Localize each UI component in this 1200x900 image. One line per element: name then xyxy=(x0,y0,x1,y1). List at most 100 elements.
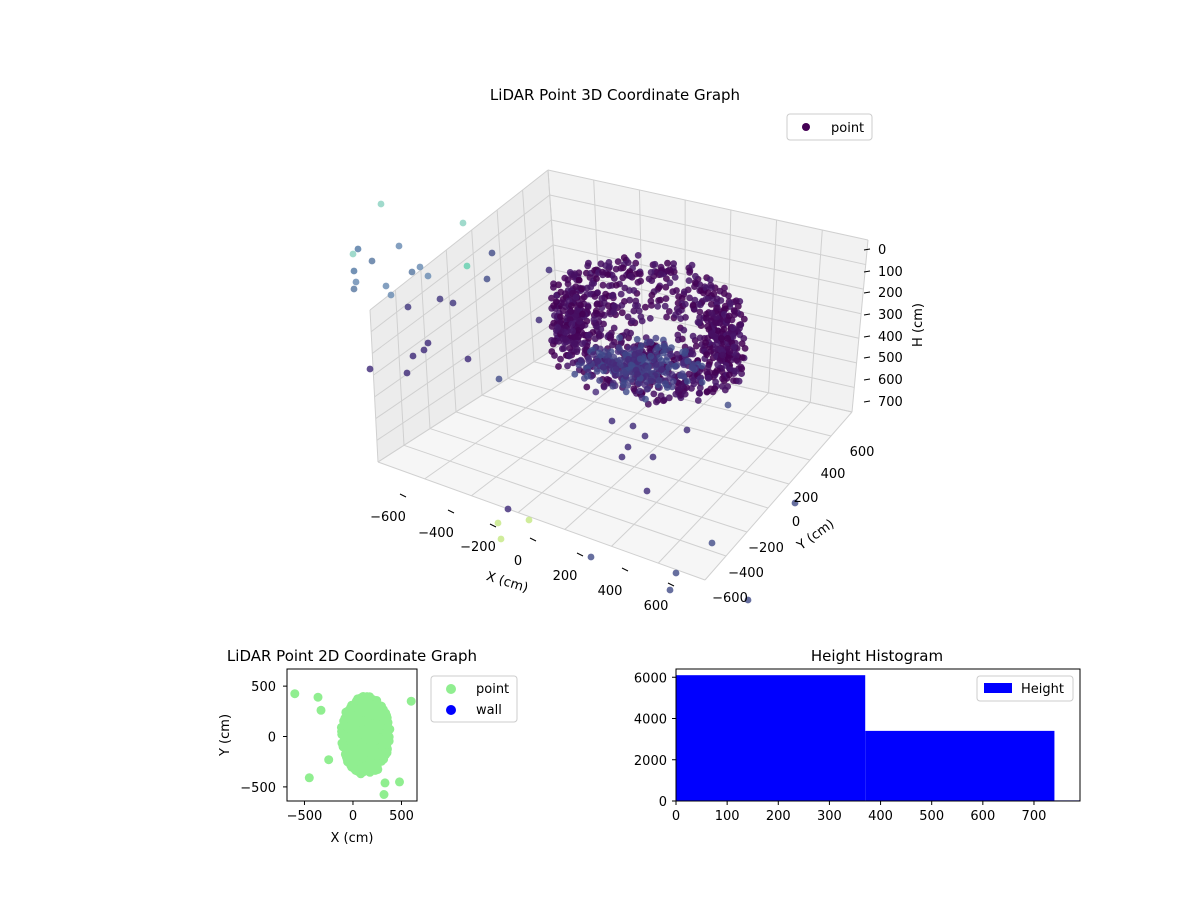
z-tick xyxy=(863,270,871,273)
data-point xyxy=(674,331,682,339)
grid-line xyxy=(429,428,748,533)
data-point xyxy=(654,303,662,310)
data-point xyxy=(720,325,728,333)
x-tick-label: 600 xyxy=(970,809,995,824)
data-point xyxy=(374,721,384,731)
data-point xyxy=(575,333,582,341)
point-cloud-2d xyxy=(290,689,416,799)
data-point xyxy=(420,346,428,354)
grid-line xyxy=(611,392,769,547)
scatter3d-points xyxy=(349,200,799,604)
grid-line xyxy=(445,249,457,412)
data-point xyxy=(352,278,360,286)
data-point xyxy=(711,369,719,376)
data-point xyxy=(483,275,491,283)
y-tick-label: 500 xyxy=(251,680,276,695)
data-point xyxy=(576,317,583,325)
data-point xyxy=(664,267,671,275)
data-point xyxy=(584,372,591,380)
data-point xyxy=(727,300,734,307)
y-tick-label: 4000 xyxy=(634,713,667,728)
data-point xyxy=(662,380,669,388)
data-point xyxy=(594,300,601,307)
data-point xyxy=(636,355,644,363)
data-point xyxy=(669,378,677,385)
data-point xyxy=(342,722,352,732)
data-point xyxy=(636,387,644,395)
data-point xyxy=(436,295,444,303)
data-point xyxy=(718,383,726,390)
data-point xyxy=(564,276,572,284)
data-point xyxy=(712,319,719,326)
data-point xyxy=(568,320,576,328)
data-point xyxy=(591,293,599,300)
data-point xyxy=(637,277,644,285)
data-point xyxy=(351,716,361,726)
y-tick-label: 6000 xyxy=(634,671,667,686)
data-point xyxy=(680,326,688,334)
x-tick-label: 700 xyxy=(1022,809,1047,824)
data-point xyxy=(683,426,691,434)
legend-3d: point xyxy=(786,113,873,141)
x-tick-label: 600 xyxy=(644,599,669,614)
grid-line xyxy=(374,269,556,398)
data-point xyxy=(702,339,709,346)
pane-floor xyxy=(378,345,852,580)
data-point xyxy=(614,258,622,265)
data-point xyxy=(579,310,586,318)
data-point xyxy=(696,384,704,392)
data-point xyxy=(599,268,606,276)
data-point xyxy=(738,340,746,347)
z-tick xyxy=(863,313,871,316)
data-point xyxy=(488,249,496,257)
z-tick-label: 200 xyxy=(878,286,903,301)
data-point xyxy=(681,300,689,308)
x-tick xyxy=(399,493,407,498)
data-point xyxy=(359,748,369,758)
grid-line xyxy=(369,309,379,463)
data-point xyxy=(729,333,737,341)
data-point xyxy=(737,321,745,329)
data-point xyxy=(557,313,564,321)
data-point xyxy=(655,297,662,304)
data-point xyxy=(652,334,660,342)
data-point xyxy=(641,432,649,440)
data-point xyxy=(559,307,567,315)
legend-2d-wall-marker xyxy=(446,705,456,715)
y-tick-label: −600 xyxy=(712,591,748,606)
histogram: Height Histogram 0 100 200 300 400 500 600 7000… xyxy=(634,647,1081,824)
data-point xyxy=(730,343,738,351)
data-point xyxy=(627,361,635,369)
data-point xyxy=(548,294,555,302)
data-point xyxy=(609,359,616,366)
data-point xyxy=(344,732,353,742)
data-point xyxy=(725,292,732,300)
y-tick-label: −400 xyxy=(728,566,764,581)
data-point xyxy=(626,296,634,304)
data-point xyxy=(641,381,649,389)
data-point xyxy=(564,362,571,370)
data-point xyxy=(449,299,457,307)
data-point xyxy=(646,315,654,322)
data-point xyxy=(406,696,416,706)
data-point xyxy=(696,390,704,397)
data-point xyxy=(587,553,595,561)
data-point xyxy=(633,335,641,343)
data-point xyxy=(591,335,599,343)
grid-line xyxy=(554,269,859,339)
data-point xyxy=(672,569,680,577)
data-point xyxy=(681,350,689,357)
data-point xyxy=(593,275,600,282)
data-point xyxy=(620,254,628,262)
grid-line xyxy=(403,444,727,557)
data-point xyxy=(351,765,361,775)
data-point xyxy=(548,348,556,355)
data-point xyxy=(600,383,608,391)
data-point xyxy=(359,762,369,772)
data-point xyxy=(554,324,561,331)
data-point xyxy=(609,382,617,390)
histogram-bars xyxy=(676,675,1080,801)
data-point xyxy=(571,370,579,378)
data-point xyxy=(601,299,608,307)
data-point xyxy=(694,397,702,404)
